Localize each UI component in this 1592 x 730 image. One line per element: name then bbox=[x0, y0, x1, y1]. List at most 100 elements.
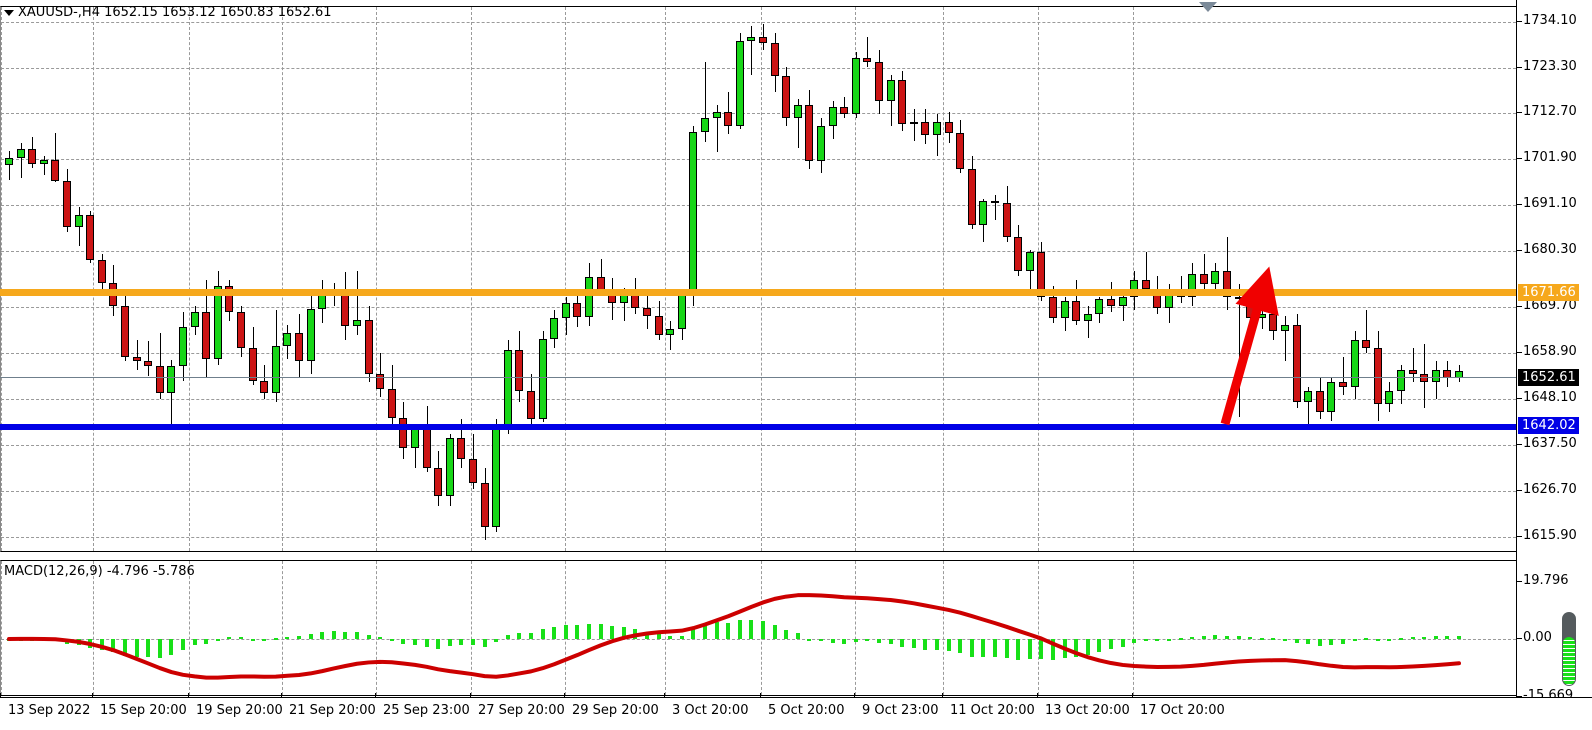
gridline bbox=[282, 561, 283, 695]
candle-body-bearish bbox=[1072, 301, 1081, 321]
macd-histogram-bar bbox=[1433, 636, 1438, 639]
candle-body-bearish bbox=[1234, 297, 1243, 300]
macd-axis-label: 19.796 bbox=[1523, 573, 1569, 588]
price-scale[interactable]: 1734.10 1723.30 1712.70 1701.90 1691.10 1680.… bbox=[1516, 0, 1592, 556]
macd-histogram-bar bbox=[471, 639, 475, 646]
price-chart-pane[interactable] bbox=[0, 6, 1516, 552]
macd-indicator-pane[interactable] bbox=[0, 560, 1516, 696]
candle-body-bearish bbox=[782, 76, 791, 118]
candle-body-bearish bbox=[527, 390, 535, 420]
candle-wick bbox=[600, 258, 602, 294]
macd-histogram-bar bbox=[981, 639, 986, 658]
price-tick bbox=[1517, 398, 1522, 399]
price-axis-label: 1637.50 bbox=[1523, 436, 1577, 451]
candle-wick bbox=[1203, 254, 1205, 289]
macd-scale[interactable]: 19.796 0.00 -15.669 bbox=[1516, 556, 1592, 702]
candle-body-bullish bbox=[74, 214, 83, 228]
gridline bbox=[1, 353, 1516, 354]
candle-body-bearish bbox=[863, 58, 872, 63]
candle-wick bbox=[705, 62, 706, 142]
macd-histogram-bar bbox=[1132, 639, 1137, 644]
macd-histogram-bar bbox=[192, 639, 197, 646]
gridline bbox=[761, 7, 762, 551]
time-tick bbox=[188, 693, 189, 698]
gridline bbox=[1, 561, 2, 695]
macd-histogram-bar bbox=[308, 634, 313, 639]
macd-histogram-bar bbox=[807, 638, 812, 641]
collapse-triangle-icon[interactable] bbox=[4, 9, 14, 16]
gridline bbox=[189, 561, 190, 695]
candle-body-bearish bbox=[260, 381, 269, 394]
candle-body-bearish bbox=[944, 122, 953, 133]
candle-wick bbox=[716, 105, 718, 153]
price-axis-label: 1712.70 bbox=[1523, 104, 1577, 119]
gridline bbox=[93, 7, 94, 551]
gridline bbox=[855, 7, 856, 551]
macd-histogram-bar bbox=[1213, 634, 1218, 639]
price-tick bbox=[1517, 306, 1522, 307]
candle-body-bearish bbox=[144, 361, 153, 367]
candle-body-bearish bbox=[805, 105, 814, 161]
macd-histogram-bar bbox=[517, 632, 522, 639]
candle-wick bbox=[623, 287, 625, 321]
time-scale[interactable]: 13 Sep 2022 15 Sep 20:00 19 Sep 20:00 21 Se… bbox=[0, 693, 1592, 730]
candle-body-bearish bbox=[225, 286, 234, 313]
candle-body-bullish bbox=[1188, 273, 1197, 298]
macd-histogram-bar bbox=[575, 624, 580, 639]
macd-histogram-bar bbox=[865, 639, 870, 642]
candle-body-bearish bbox=[1141, 280, 1150, 289]
macd-histogram-bar bbox=[1236, 635, 1241, 639]
candle-wick bbox=[20, 142, 22, 178]
time-axis-label: 15 Sep 20:00 bbox=[100, 703, 187, 718]
price-axis-label: 1691.10 bbox=[1523, 196, 1577, 211]
macd-histogram-bar bbox=[1109, 639, 1113, 650]
last-price-tag[interactable]: 1652.61 bbox=[1518, 369, 1579, 386]
time-tick bbox=[1037, 693, 1038, 698]
price-tick bbox=[1517, 250, 1522, 251]
support-line[interactable] bbox=[0, 424, 1516, 430]
candle-body-bearish bbox=[573, 303, 582, 318]
support-price-tag[interactable]: 1642.02 bbox=[1518, 417, 1579, 434]
price-axis-label: 1658.90 bbox=[1523, 344, 1577, 359]
last-price-line bbox=[0, 377, 1516, 378]
candle-body-bearish bbox=[515, 350, 524, 391]
macd-histogram-bar bbox=[877, 639, 881, 644]
candle-wick bbox=[43, 156, 45, 176]
candle-wick bbox=[913, 109, 915, 142]
candle-body-bearish bbox=[921, 122, 930, 135]
price-axis-label: 1701.90 bbox=[1523, 150, 1577, 165]
candle-body-bullish bbox=[1350, 339, 1359, 387]
candle-body-bearish bbox=[840, 107, 849, 114]
volume-gauge-icon bbox=[1562, 612, 1576, 686]
candle-body-bearish bbox=[97, 259, 106, 283]
candle-body-bearish bbox=[1292, 324, 1301, 402]
candle-body-bullish bbox=[689, 132, 698, 295]
resistance-price-tag[interactable]: 1671.66 bbox=[1518, 284, 1579, 301]
candle-body-bullish bbox=[1060, 301, 1069, 319]
gridline bbox=[943, 7, 944, 551]
candle-body-bearish bbox=[132, 356, 141, 362]
gridline bbox=[1, 7, 2, 551]
candle-body-bullish bbox=[16, 149, 25, 158]
candle-body-bearish bbox=[875, 62, 883, 101]
macd-histogram-bar bbox=[250, 638, 255, 641]
candle-body-bearish bbox=[654, 316, 663, 336]
candle-body-bearish bbox=[422, 429, 431, 468]
price-axis-label: 1723.30 bbox=[1523, 59, 1577, 74]
resistance-line[interactable] bbox=[0, 289, 1516, 296]
candle-body-bearish bbox=[1420, 373, 1429, 383]
gridline bbox=[189, 7, 190, 551]
candle-body-bullish bbox=[619, 294, 628, 304]
macd-histogram-bar bbox=[819, 639, 823, 642]
candle-wick bbox=[1366, 309, 1368, 353]
time-axis-label: 21 Sep 20:00 bbox=[289, 703, 376, 718]
candle-body-bearish bbox=[1049, 297, 1057, 319]
candle-body-bearish bbox=[1339, 382, 1347, 387]
macd-histogram-bar bbox=[1317, 639, 1322, 647]
macd-histogram-bar bbox=[610, 626, 615, 639]
macd-histogram-bar bbox=[1225, 635, 1229, 639]
macd-histogram-bar bbox=[239, 637, 243, 640]
price-tick bbox=[1517, 67, 1522, 68]
candle-wick bbox=[357, 271, 358, 336]
